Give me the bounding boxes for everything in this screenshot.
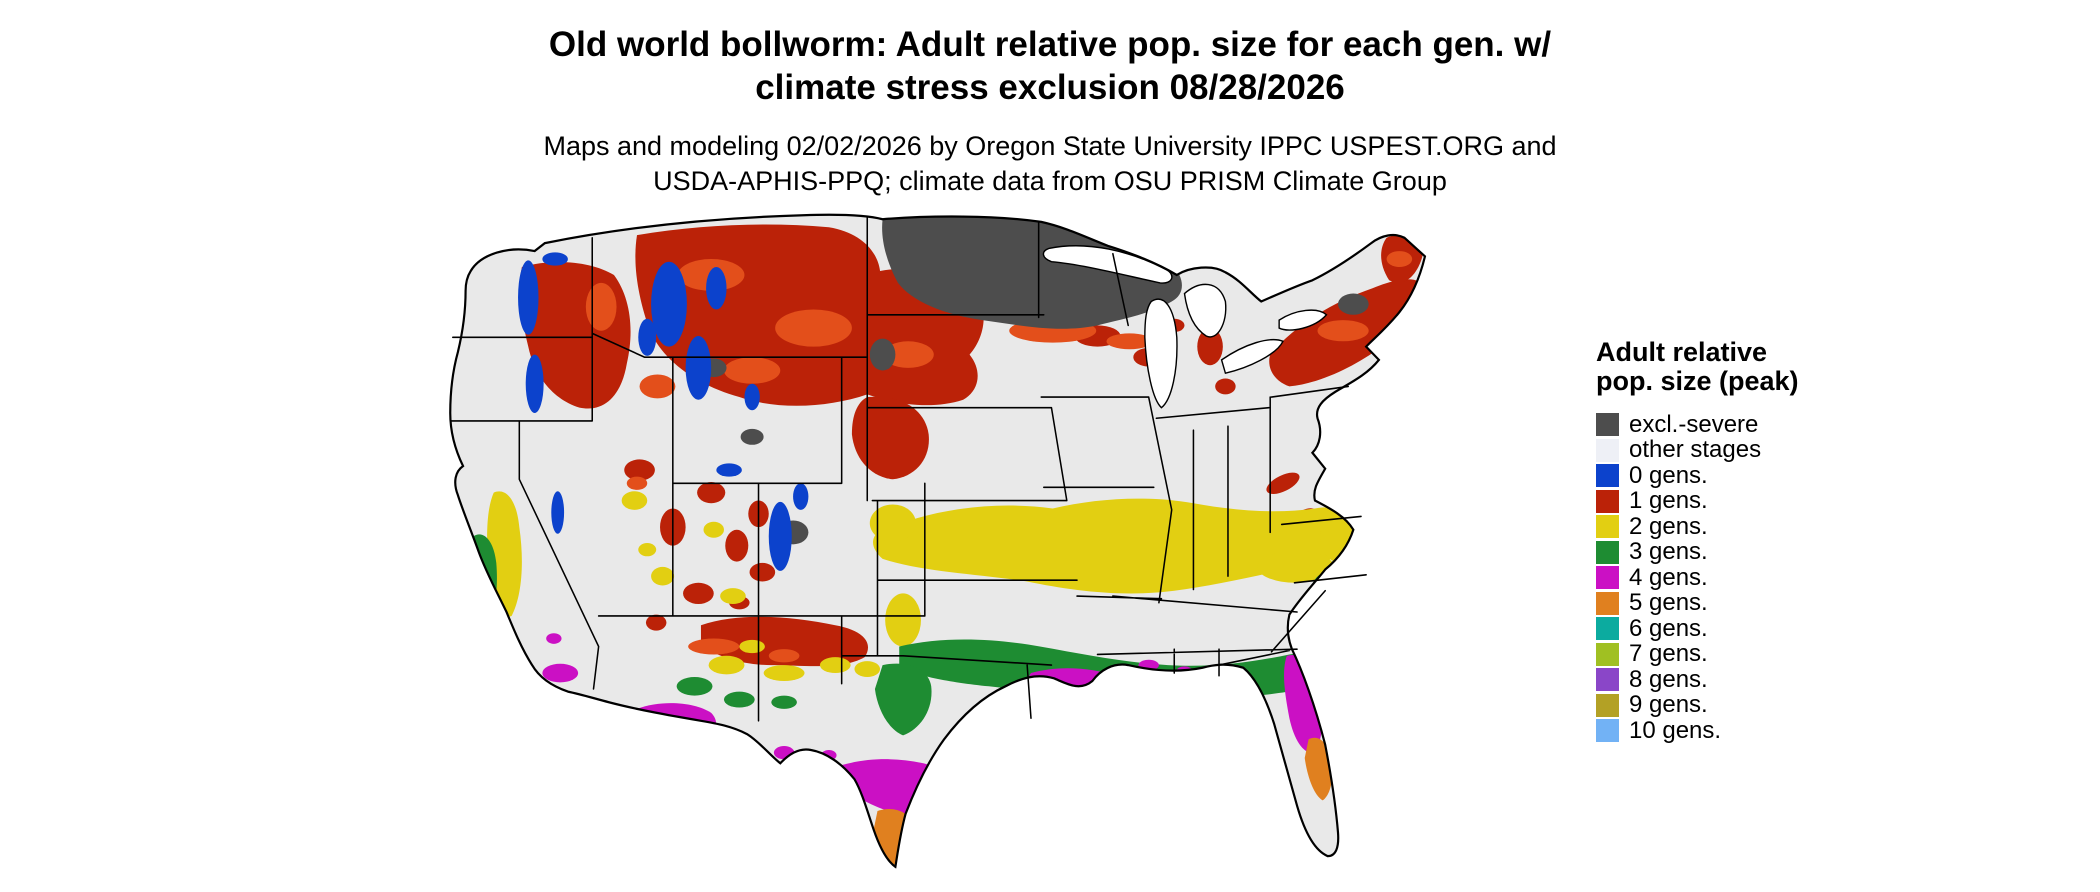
legend-item: 5 gens.	[1596, 590, 1806, 616]
legend-item: 3 gens.	[1596, 539, 1806, 565]
legend-swatch	[1596, 693, 1619, 717]
state-borders	[450, 215, 1367, 722]
legend-swatch	[1596, 489, 1619, 513]
legend-swatch	[1596, 668, 1619, 691]
legend-item-label: 8 gens.	[1629, 665, 1708, 693]
legend-item: other stages	[1596, 437, 1806, 463]
legend-item-label: 7 gens.	[1629, 640, 1708, 667]
map-region-gen0	[518, 252, 809, 571]
map-subtitle-line2: USDA-APHIS-PPQ; climate data from OSU PR…	[653, 166, 1447, 197]
legend-item-label: 3 gens.	[1629, 538, 1708, 565]
legend-item: 10 gens.	[1596, 718, 1806, 744]
legend-swatch	[1596, 591, 1619, 615]
us-map	[449, 213, 1427, 869]
legend-swatch	[1596, 566, 1619, 589]
legend-item: 4 gens.	[1596, 565, 1806, 591]
map-subtitle-line1: Maps and modeling 02/02/2026 by Oregon S…	[543, 131, 1557, 162]
map-region-gen5	[602, 714, 1333, 866]
conus-outline	[449, 213, 1427, 869]
lake-ontario	[1278, 309, 1328, 331]
legend-swatch	[1596, 617, 1619, 640]
legend-item: 6 gens.	[1596, 616, 1806, 642]
legend-title: Adult relative pop. size (peak)	[1596, 337, 1799, 396]
great-lakes	[1042, 245, 1328, 409]
legend-item: 2 gens.	[1596, 514, 1806, 540]
lake-huron	[1183, 283, 1227, 338]
header: Old world bollworm: Adult relative pop. …	[0, 24, 2100, 200]
lake-erie	[1220, 338, 1284, 375]
map-subtitle: Maps and modeling 02/02/2026 by Oregon S…	[0, 129, 2100, 199]
legend-item: 8 gens.	[1596, 667, 1806, 693]
legend-swatch	[1596, 642, 1619, 666]
map-title-line2: climate stress exclusion 08/28/2026	[755, 67, 1345, 107]
legend-item-label: 4 gens.	[1629, 563, 1708, 591]
legend-item-label: 5 gens.	[1629, 589, 1708, 616]
legend-swatch	[1596, 413, 1619, 436]
legend-item-label: 0 gens.	[1629, 461, 1708, 489]
legend-item-label: 2 gens.	[1629, 512, 1708, 540]
legend-item: excl.-severe	[1596, 412, 1806, 438]
legend-swatch	[1596, 719, 1619, 742]
legend-swatch	[1596, 464, 1619, 487]
legend-item-label: 6 gens.	[1629, 614, 1708, 642]
legend-item-label: other stages	[1629, 436, 1762, 463]
map-title-line1: Old world bollworm: Adult relative pop. …	[548, 25, 1552, 64]
legend-item-label: 10 gens.	[1629, 716, 1722, 744]
lake-michigan	[1144, 298, 1178, 409]
legend-item-label: 1 gens.	[1629, 487, 1708, 514]
legend-item: 1 gens.	[1596, 488, 1806, 514]
legend: Adult relative pop. size (peak) excl.-se…	[1596, 338, 1806, 743]
legend-item-label: excl.-severe	[1629, 410, 1759, 438]
legend-swatch	[1596, 540, 1619, 564]
map-container	[330, 198, 1558, 888]
legend-item: 9 gens.	[1596, 692, 1806, 718]
legend-item: 0 gens.	[1596, 463, 1806, 489]
legend-item: 7 gens.	[1596, 641, 1806, 667]
legend-swatch	[1596, 515, 1619, 538]
lake-superior	[1042, 245, 1173, 284]
legend-item-label: 9 gens.	[1629, 691, 1708, 718]
legend-items: excl.-severe other stages 0 gens. 1 gens. 2 …	[1596, 412, 1806, 744]
legend-swatch	[1596, 438, 1619, 462]
